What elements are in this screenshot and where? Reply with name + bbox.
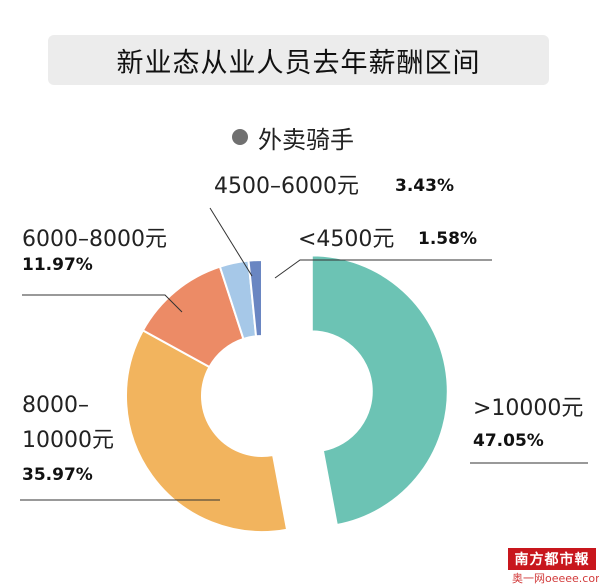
value-4500-6000: 3.43% xyxy=(395,176,454,196)
watermark: 奥一网oeeee.com xyxy=(512,572,599,585)
donut-slices xyxy=(125,254,449,533)
label-gt10000: >10000元 xyxy=(473,396,584,421)
label-lt4500: <4500元 xyxy=(298,227,395,252)
leader-line-6000-8000 xyxy=(22,294,183,313)
label-8000-10000-line1: 8000– xyxy=(22,393,89,418)
slice-lt4500 xyxy=(247,258,263,338)
chart-title-box: 新业态从业人员去年薪酬区间 xyxy=(48,35,549,85)
slice-gt10000 xyxy=(310,254,449,527)
label-4500-6000: 4500–6000元 xyxy=(214,174,359,199)
leader-lines xyxy=(20,207,588,501)
leader-line-lt4500 xyxy=(274,259,492,279)
slice-8000-10000 xyxy=(125,328,289,533)
brand-logo: 南方都市報 xyxy=(508,548,596,570)
legend-label: 外卖骑手 xyxy=(258,125,354,154)
value-6000-8000: 11.97% xyxy=(22,255,93,275)
value-gt10000: 47.05% xyxy=(473,431,544,451)
leader-line-4500-6000 xyxy=(209,207,253,277)
value-8000-10000: 35.97% xyxy=(22,465,93,485)
legend: 外卖骑手 xyxy=(232,120,354,154)
label-8000-10000-line2: 10000元 xyxy=(22,428,114,453)
label-6000-8000: 6000–8000元 xyxy=(22,227,167,252)
chart-title: 新业态从业人员去年薪酬区间 xyxy=(116,47,481,79)
value-lt4500: 1.58% xyxy=(418,229,477,249)
legend-marker xyxy=(232,129,248,145)
